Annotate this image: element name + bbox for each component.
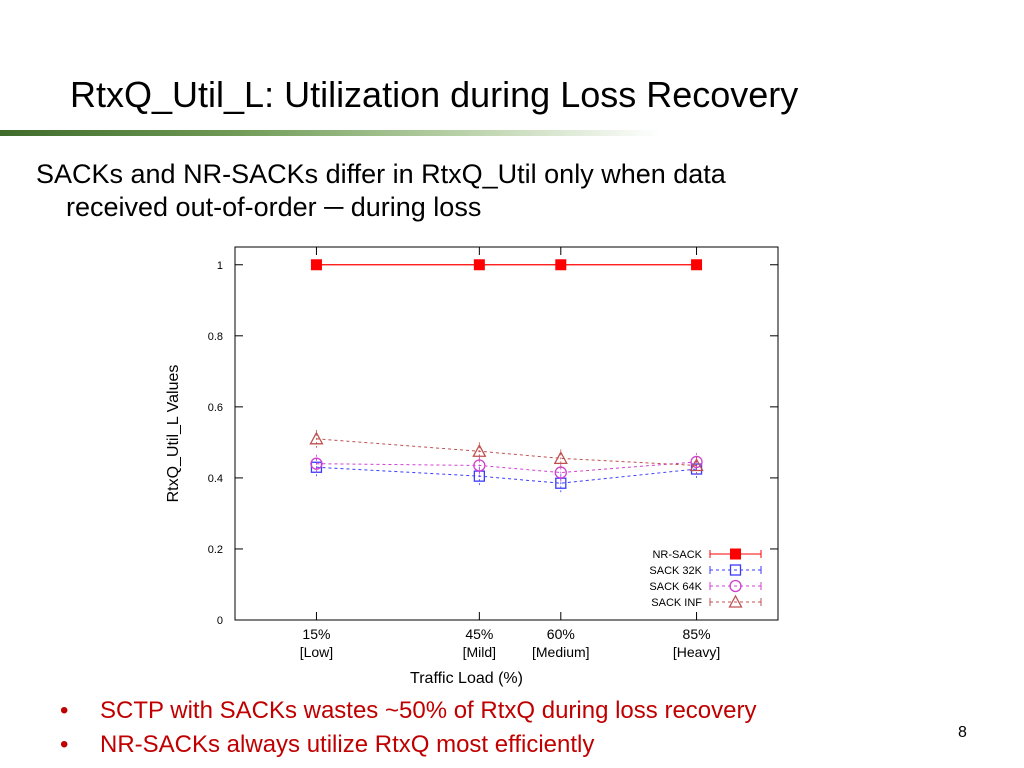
x-axis-label: Traffic Load (%) (410, 670, 523, 687)
data-point (473, 259, 485, 271)
bullet-item: • NR-SACKs always utilize RtxQ most effic… (60, 728, 756, 762)
x-tick-label: 15% (302, 626, 330, 642)
legend-label: SACK 32K (649, 565, 702, 577)
intro-text: SACKs and NR-SACKs differ in RtxQ_Util o… (36, 158, 976, 224)
data-point (689, 458, 704, 472)
legend-label: SACK 64K (649, 581, 702, 593)
x-tick-sublabel: [Medium] (532, 644, 590, 660)
bullet-item: • SCTP with SACKs wastes ~50% of RtxQ dur… (60, 694, 756, 728)
bullet-marker: • (60, 697, 69, 724)
bullet-text: SCTP with SACKs wastes ~50% of RtxQ duri… (100, 697, 757, 724)
data-point (309, 431, 324, 445)
series-line-1 (316, 466, 697, 484)
series-line-2 (316, 461, 697, 474)
data-point (691, 259, 703, 271)
bullet-list: • SCTP with SACKs wastes ~50% of RtxQ dur… (60, 694, 756, 762)
data-point (555, 259, 567, 271)
x-tick-label: 85% (683, 626, 711, 642)
x-tick-label: 45% (465, 626, 493, 642)
intro-line-2: received out-of-order ─ during loss (66, 192, 482, 222)
bullet-marker: • (60, 731, 69, 758)
data-point (472, 443, 487, 457)
y-tick-label: 0 (217, 615, 223, 627)
plot-frame (234, 246, 779, 621)
legend-label: SACK INF (651, 597, 702, 609)
data-point (310, 259, 322, 271)
y-axis-label: RtxQ_Util_L Values (165, 365, 182, 503)
series-line-3 (316, 438, 697, 466)
data-point (690, 455, 703, 469)
y-tick-label: 0.8 (208, 331, 223, 343)
x-tick-sublabel: [Mild] (463, 644, 496, 660)
legend-marker (729, 579, 742, 593)
y-tick-label: 0.2 (208, 544, 223, 556)
slide-title: RtxQ_Util_L: Utilization during Loss Rec… (70, 74, 799, 115)
x-tick-label: 60% (547, 626, 575, 642)
x-tick-sublabel: [Low] (300, 644, 333, 660)
y-tick-label: 0.6 (208, 402, 223, 414)
legend-marker (730, 548, 741, 560)
bullet-text: NR-SACKs always utilize RtxQ most effici… (100, 731, 595, 758)
intro-line-1: SACKs and NR-SACKs differ in RtxQ_Util o… (36, 159, 726, 189)
utilization-line-chart: 0 0.2 0.4 0.6 0.8 1 15% [Low] 45% [Mild] 60% [Mediu… (165, 246, 779, 687)
legend-label: NR-SACK (652, 549, 702, 561)
data-point (553, 451, 568, 465)
data-point (310, 457, 323, 470)
title-underline (0, 130, 660, 136)
y-tick-label: 0.4 (208, 473, 223, 485)
x-tick-sublabel: [Heavy] (673, 644, 720, 660)
legend-marker (728, 594, 743, 608)
legend-marker (729, 564, 742, 576)
page-number: 8 (958, 724, 967, 741)
y-tick-label: 1 (217, 260, 223, 272)
